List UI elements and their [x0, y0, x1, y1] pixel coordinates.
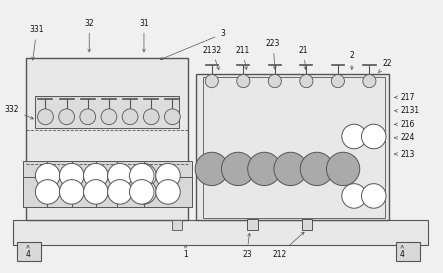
Ellipse shape: [222, 152, 255, 186]
Text: 1: 1: [183, 245, 188, 259]
Bar: [26, 58, 188, 220]
Ellipse shape: [205, 75, 218, 88]
Bar: [47, 161, 96, 191]
Ellipse shape: [80, 109, 96, 125]
Bar: [396, 242, 420, 261]
Ellipse shape: [129, 164, 154, 188]
Bar: [120, 161, 168, 191]
Ellipse shape: [101, 109, 117, 125]
Ellipse shape: [248, 152, 281, 186]
Ellipse shape: [342, 184, 366, 208]
Ellipse shape: [363, 75, 376, 88]
Ellipse shape: [84, 180, 108, 204]
Ellipse shape: [361, 124, 386, 149]
Ellipse shape: [361, 184, 386, 208]
Ellipse shape: [59, 180, 84, 204]
Text: 2131: 2131: [394, 106, 419, 115]
Bar: [172, 220, 182, 230]
Bar: [23, 161, 72, 191]
Text: 212: 212: [272, 232, 304, 259]
Text: 3: 3: [160, 29, 225, 60]
Bar: [197, 74, 389, 220]
Bar: [117, 177, 166, 207]
Ellipse shape: [132, 164, 156, 188]
Ellipse shape: [122, 109, 138, 125]
Ellipse shape: [195, 152, 229, 186]
Bar: [47, 177, 96, 207]
Ellipse shape: [35, 164, 60, 188]
Text: 217: 217: [394, 93, 414, 102]
Ellipse shape: [326, 152, 360, 186]
Text: 22: 22: [378, 59, 392, 73]
Text: 31: 31: [139, 19, 149, 52]
Text: 2: 2: [350, 51, 354, 69]
Text: 23: 23: [242, 233, 252, 259]
Text: 332: 332: [5, 105, 34, 119]
Bar: [35, 164, 179, 196]
Bar: [203, 77, 385, 218]
Ellipse shape: [268, 75, 281, 88]
Ellipse shape: [300, 152, 334, 186]
Bar: [71, 161, 120, 191]
Ellipse shape: [300, 75, 313, 88]
Bar: [96, 177, 144, 207]
Ellipse shape: [164, 109, 180, 125]
Text: 331: 331: [29, 25, 44, 60]
Bar: [17, 242, 41, 261]
Bar: [35, 96, 179, 128]
Bar: [144, 177, 192, 207]
Text: 2132: 2132: [202, 46, 222, 70]
Bar: [120, 177, 168, 207]
Bar: [96, 161, 144, 191]
Ellipse shape: [84, 164, 108, 188]
Text: 224: 224: [394, 133, 414, 142]
Bar: [144, 161, 192, 191]
Bar: [247, 219, 258, 230]
Bar: [13, 220, 428, 245]
Ellipse shape: [132, 180, 156, 204]
Bar: [302, 219, 312, 230]
Ellipse shape: [59, 164, 84, 188]
Text: 213: 213: [394, 150, 414, 159]
Ellipse shape: [156, 164, 180, 188]
Ellipse shape: [108, 164, 132, 188]
Ellipse shape: [38, 109, 53, 125]
Ellipse shape: [144, 109, 159, 125]
Ellipse shape: [108, 180, 132, 204]
Text: 211: 211: [235, 46, 249, 70]
Text: 223: 223: [266, 39, 280, 69]
Ellipse shape: [342, 124, 366, 149]
Text: 4: 4: [400, 245, 404, 259]
Bar: [117, 161, 166, 191]
Ellipse shape: [331, 75, 345, 88]
Ellipse shape: [59, 109, 74, 125]
Text: 32: 32: [85, 19, 94, 52]
Ellipse shape: [274, 152, 307, 186]
Text: 4: 4: [26, 245, 31, 259]
Bar: [23, 177, 72, 207]
Ellipse shape: [237, 75, 250, 88]
Ellipse shape: [129, 180, 154, 204]
Text: 21: 21: [299, 46, 308, 69]
Ellipse shape: [35, 180, 60, 204]
Text: 216: 216: [394, 120, 414, 129]
Bar: [71, 177, 120, 207]
Ellipse shape: [156, 180, 180, 204]
